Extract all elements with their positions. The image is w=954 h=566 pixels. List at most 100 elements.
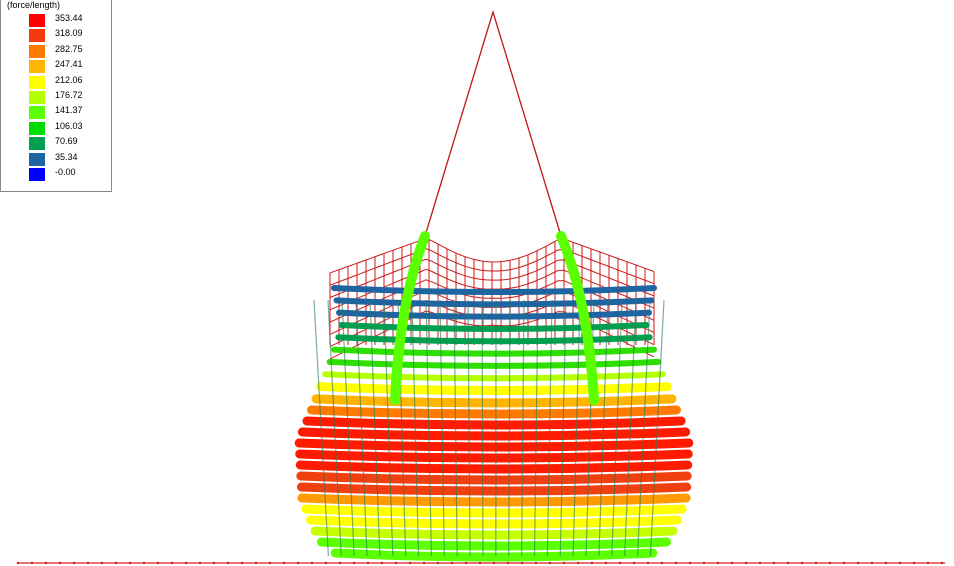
legend-swatch: [29, 106, 45, 119]
ground-node: [59, 562, 61, 564]
ground-node: [745, 562, 747, 564]
mesh-band: [339, 313, 649, 317]
ground-node: [325, 562, 327, 564]
sling: [425, 12, 561, 236]
ground-node: [857, 562, 859, 564]
legend-label: 35.34: [55, 153, 78, 162]
legend-label: 141.37: [55, 106, 83, 115]
legend-label: 282.75: [55, 45, 83, 54]
ground-node: [451, 562, 453, 564]
ground-node: [619, 562, 621, 564]
mesh-band: [302, 498, 686, 502]
ground-node: [815, 562, 817, 564]
scene: [0, 0, 954, 566]
ground-node: [549, 562, 551, 564]
ground-node: [479, 562, 481, 564]
mesh-band: [321, 387, 668, 391]
legend-label: 353.44: [55, 14, 83, 23]
ground-node: [493, 562, 495, 564]
ground-node: [227, 562, 229, 564]
legend-label: -0.00: [55, 168, 76, 177]
ground-node: [115, 562, 117, 564]
ground-node: [507, 562, 509, 564]
ground-node: [913, 562, 915, 564]
mesh-band: [301, 487, 686, 491]
ground-node: [339, 562, 341, 564]
ground-node: [143, 562, 145, 564]
ground-node: [171, 562, 173, 564]
ground-node: [801, 562, 803, 564]
ground-node: [535, 562, 537, 564]
legend-swatch: [29, 91, 45, 104]
ground-node: [409, 562, 411, 564]
legend-swatch: [29, 45, 45, 58]
ground-node: [101, 562, 103, 564]
ground-node: [829, 562, 831, 564]
legend-swatch: [29, 137, 45, 150]
mesh-band: [335, 553, 653, 557]
ground-node: [199, 562, 201, 564]
ground-node: [703, 562, 705, 564]
legend-swatch: [29, 153, 45, 166]
ground-node: [885, 562, 887, 564]
ground-node: [87, 562, 89, 564]
ground-node: [381, 562, 383, 564]
ground-node: [31, 562, 33, 564]
ground-node: [689, 562, 691, 564]
ground-node: [255, 562, 257, 564]
ground-node: [17, 562, 19, 564]
ground-node: [311, 562, 313, 564]
ground-node: [927, 562, 929, 564]
ground-node: [73, 562, 75, 564]
ground-node: [353, 562, 355, 564]
ground-node: [395, 562, 397, 564]
ground-node: [213, 562, 215, 564]
viewport: (force/length) 353.44318.09282.75247.412…: [0, 0, 954, 566]
ground-node: [283, 562, 285, 564]
legend-swatch: [29, 122, 45, 135]
mesh-band: [307, 421, 681, 425]
ground-node: [563, 562, 565, 564]
ground-node: [843, 562, 845, 564]
ground-node: [717, 562, 719, 564]
ground-node: [521, 562, 523, 564]
ground-node: [899, 562, 901, 564]
legend-swatch: [29, 76, 45, 89]
ground-node: [941, 562, 943, 564]
ground-node: [591, 562, 593, 564]
ground-node: [633, 562, 635, 564]
mesh-band: [299, 443, 689, 447]
legend-swatch: [29, 168, 45, 181]
mesh-band: [325, 374, 663, 378]
ground-node: [787, 562, 789, 564]
ground-node: [367, 562, 369, 564]
legend-swatch: [29, 14, 45, 27]
legend-label: 70.69: [55, 137, 78, 146]
ground-node: [731, 562, 733, 564]
mesh-band: [315, 531, 673, 535]
ground-node: [871, 562, 873, 564]
ground-node: [241, 562, 243, 564]
mesh-band: [312, 410, 677, 414]
ground-node: [661, 562, 663, 564]
ground-node: [157, 562, 159, 564]
ground-node: [675, 562, 677, 564]
ground-node: [605, 562, 607, 564]
legend-swatch: [29, 60, 45, 73]
ground-node: [437, 562, 439, 564]
ground-node: [423, 562, 425, 564]
mesh-band: [306, 509, 682, 513]
legend-label: 176.72: [55, 91, 83, 100]
legend-label: 212.06: [55, 76, 83, 85]
ground-node: [773, 562, 775, 564]
mesh-band: [302, 432, 685, 436]
mesh-band: [330, 362, 659, 366]
ground-node: [45, 562, 47, 564]
ground-node: [129, 562, 131, 564]
legend: (force/length) 353.44318.09282.75247.412…: [0, 0, 112, 192]
legend-title: (force/length): [7, 0, 60, 10]
ground-node: [185, 562, 187, 564]
legend-label: 106.03: [55, 122, 83, 131]
mesh-band: [301, 476, 687, 480]
legend-swatch: [29, 29, 45, 42]
